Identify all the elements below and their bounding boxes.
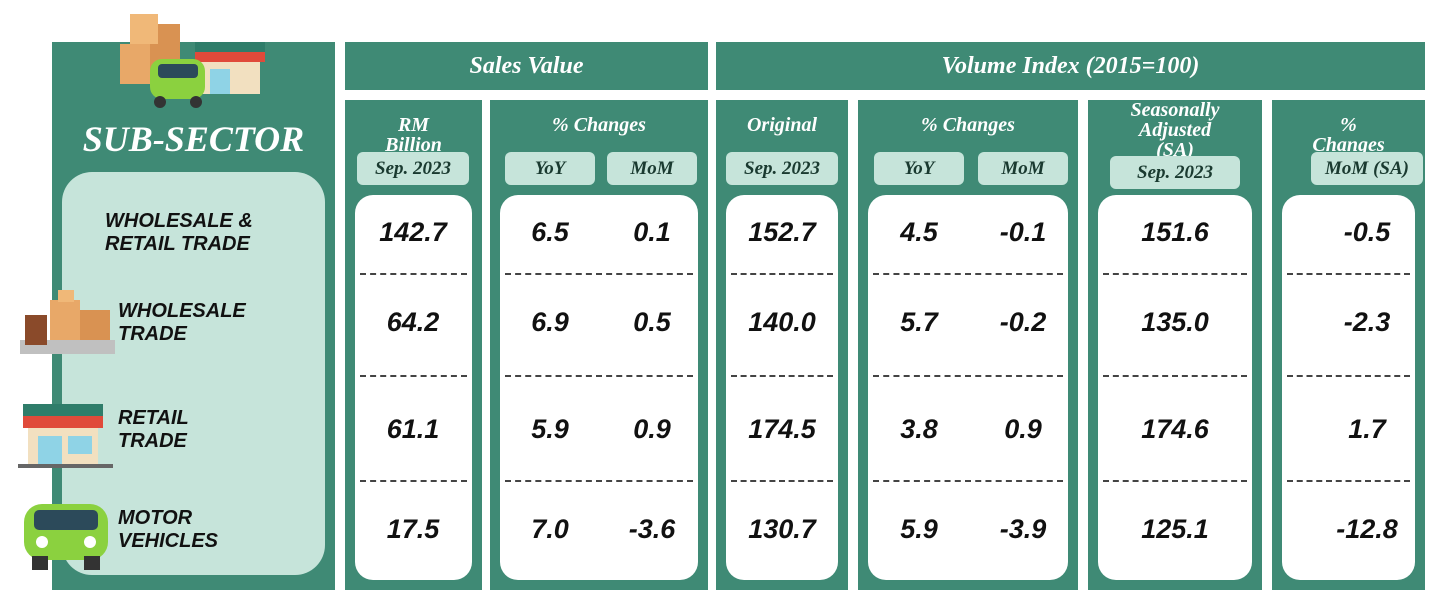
cell-value: 5.9 [900,514,938,544]
cell-value: 17.5 [386,514,440,544]
sub-header-pill: Sep. 2023 [1110,156,1240,189]
row-separator [1103,273,1247,275]
cell-value: -12.8 [1336,514,1398,544]
cell-value: 4.5 [900,217,938,247]
sub-header-pill: YoY [874,152,964,185]
sub-header-pill: Sep. 2023 [726,152,838,185]
row-separator [1287,375,1410,377]
row-separator [731,273,833,275]
cell-value: 3.8 [900,414,938,444]
row-label: RETAIL [118,407,189,429]
sub-sector-panel [62,172,325,575]
cell-value: 6.9 [531,307,569,337]
row-separator [731,480,833,482]
column-panel [500,195,698,580]
cell-value: 0.1 [633,217,671,247]
cell-value: 64.2 [386,307,440,337]
column-title: RM Billion [385,114,442,156]
row-separator [1103,480,1247,482]
column-panel [868,195,1068,580]
cell-value: 5.7 [900,307,938,337]
row-separator [1287,273,1410,275]
row-label: WHOLESALE & [105,210,253,232]
motor-icon [24,504,108,570]
cell-value: 125.1 [1141,514,1209,544]
cell-value: -0.5 [1343,217,1391,247]
group-title: Volume Index (2015=100) [941,53,1200,79]
column-title: Original [746,114,818,136]
cell-value: 0.9 [1004,414,1042,444]
cell-value: 142.7 [379,217,447,247]
column-panel [355,195,472,580]
cell-value: 61.1 [386,414,440,444]
cell-value: 174.5 [748,414,816,444]
header-icons [120,14,265,108]
row-separator [873,273,1063,275]
group-header [716,42,1425,90]
row-separator [360,480,467,482]
row-separator [1103,375,1247,377]
cell-value: 174.6 [1141,414,1209,444]
sub-sector-title: SUB-SECTOR [82,119,305,159]
cell-value: 130.7 [748,514,816,544]
column-panel [1098,195,1252,580]
retail-icon [18,404,113,468]
row-label: TRADE [118,323,187,345]
cell-value: 6.5 [531,217,569,247]
cell-value: 1.7 [1348,414,1386,444]
row-separator [1287,480,1410,482]
row-separator [731,375,833,377]
cell-value: -2.3 [1343,307,1391,337]
row-label: VEHICLES [118,530,219,552]
column-title: % Changes [1312,114,1385,156]
column-title: Seasonally Adjusted (SA) [1130,99,1220,161]
sub-header-pill: MoM (SA) [1311,152,1423,185]
group-header [345,42,708,90]
row-separator [360,273,467,275]
group-title: Sales Value [469,53,584,79]
cell-value: 0.5 [633,307,671,337]
cell-value: 5.9 [531,414,569,444]
cell-value: -0.1 [999,217,1047,247]
row-separator [873,375,1063,377]
row-separator [505,273,693,275]
cell-value: 140.0 [748,307,816,337]
cell-value: 152.7 [748,217,816,247]
wholesale-icon [20,290,115,354]
row-separator [360,375,467,377]
cell-value: 151.6 [1141,217,1209,247]
cell-value: 0.9 [633,414,671,444]
row-separator [505,480,693,482]
row-label: WHOLESALE [118,300,246,322]
row-label: TRADE [118,430,187,452]
row-separator [873,480,1063,482]
sub-header-pill: MoM [607,152,697,185]
sub-header-pill: YoY [505,152,595,185]
column-title: % Changes [552,114,646,136]
row-separator [505,375,693,377]
cell-value: 7.0 [531,514,569,544]
column-title: % Changes [921,114,1015,136]
cell-value: 135.0 [1141,307,1209,337]
row-label: RETAIL TRADE [105,233,250,255]
sub-header-pill: MoM [978,152,1068,185]
cell-value: -3.6 [628,514,676,544]
row-label: MOTOR [118,507,193,529]
cell-value: -0.2 [999,307,1047,337]
cell-value: -3.9 [999,514,1047,544]
column-panel [1282,195,1415,580]
sub-header-pill: Sep. 2023 [357,152,469,185]
column-panel [726,195,838,580]
